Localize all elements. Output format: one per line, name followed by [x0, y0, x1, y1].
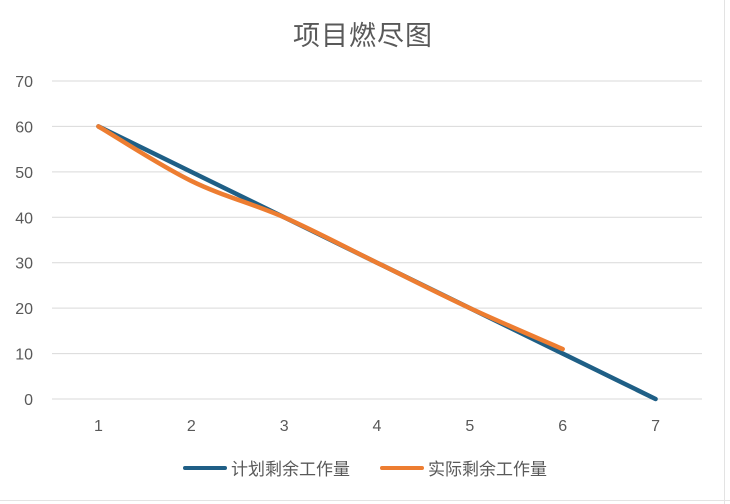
legend-label-actual: 实际剩余工作量 — [428, 460, 547, 480]
y-tick-label: 40 — [15, 210, 33, 227]
x-tick-label: 2 — [187, 418, 196, 435]
series-lines — [96, 124, 658, 402]
x-axis-ticks: 1 2 3 4 5 6 7 — [94, 418, 660, 435]
y-tick-label: 0 — [24, 392, 33, 409]
x-tick-label: 1 — [94, 418, 103, 435]
y-tick-label: 10 — [15, 347, 33, 364]
y-tick-label: 30 — [15, 256, 33, 273]
legend-item-actual: 实际剩余工作量 — [380, 455, 547, 480]
legend-label-planned: 计划剩余工作量 — [231, 460, 350, 480]
x-tick-label: 5 — [465, 418, 474, 435]
sheet-gridline — [0, 500, 730, 501]
sheet-gridline — [724, 0, 725, 504]
legend: 计划剩余工作量 实际剩余工作量 — [0, 455, 730, 480]
x-tick-label: 3 — [280, 418, 289, 435]
chart-title: 项目燃尽图 — [293, 21, 433, 52]
y-tick-label: 60 — [15, 119, 33, 136]
legend-swatch-actual — [380, 465, 424, 470]
y-tick-label: 50 — [15, 165, 33, 182]
y-tick-label: 20 — [15, 301, 33, 318]
legend-item-planned: 计划剩余工作量 — [183, 455, 350, 480]
y-axis-ticks: 0 10 20 30 40 50 60 70 — [15, 74, 33, 409]
legend-swatch-planned — [183, 465, 227, 470]
x-tick-label: 4 — [373, 418, 382, 435]
series-line-actual — [96, 124, 565, 352]
x-tick-label: 6 — [558, 418, 567, 435]
x-tick-label: 7 — [651, 418, 660, 435]
gridlines — [52, 80, 702, 400]
y-tick-label: 70 — [15, 74, 33, 91]
